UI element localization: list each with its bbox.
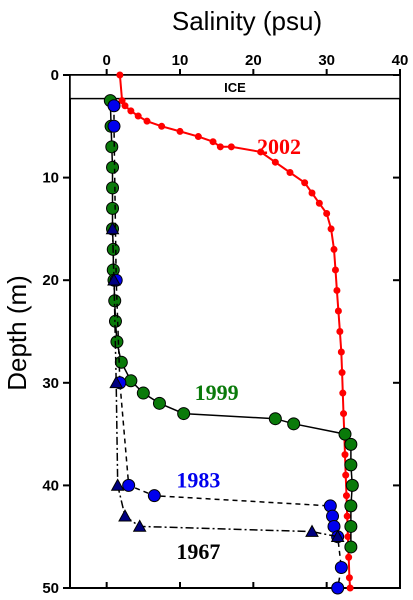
data-point-1967 [109, 375, 124, 389]
data-point-1999 [106, 201, 120, 215]
series-line-1999 [109, 100, 354, 547]
data-point-2002 [334, 307, 342, 315]
data-point-2002 [342, 492, 350, 500]
data-point-1999 [268, 412, 282, 426]
x-tick-label: 40 [392, 52, 409, 69]
data-point-2002 [286, 168, 294, 176]
y-tick-label: 0 [51, 67, 59, 84]
data-point-1999 [345, 478, 359, 492]
data-point-1999 [344, 499, 358, 513]
data-point-1967 [118, 509, 132, 522]
x-tick-label: 0 [102, 52, 110, 69]
data-point-2002 [134, 112, 142, 120]
data-point-1999 [338, 427, 352, 441]
data-point-2002 [342, 471, 350, 479]
data-point-2002 [308, 189, 316, 197]
x-tick-label: 20 [245, 52, 262, 69]
data-point-2002 [194, 133, 202, 141]
data-point-2002 [333, 286, 341, 294]
data-point-1999 [106, 181, 120, 195]
data-point-2002 [330, 245, 338, 253]
data-point-2002 [323, 210, 331, 218]
data-point-1967 [107, 273, 121, 286]
data-point-2002 [345, 574, 353, 582]
series-line-1983 [113, 105, 343, 589]
data-point-1983 [334, 560, 348, 574]
data-point-1999 [344, 458, 358, 472]
data-point-2002 [176, 127, 184, 135]
y-tick-label: 20 [42, 272, 59, 289]
y-tick-label: 10 [42, 170, 59, 187]
data-point-2002 [118, 97, 126, 105]
plot-area: ICE 0 10 20 30 40 0 10 20 30 40 50 2002 1999 1983 1967 [42, 52, 408, 597]
data-point-2002 [116, 71, 124, 79]
data-point-1967 [132, 519, 147, 532]
data-point-2002 [336, 328, 344, 335]
x-tick-label: 10 [172, 52, 189, 69]
data-point-1999 [177, 407, 191, 421]
series-label-2002: 2002 [257, 134, 301, 159]
data-point-1983 [107, 99, 121, 113]
data-point-1999 [124, 374, 138, 388]
data-point-2002 [315, 199, 323, 207]
data-point-1983 [331, 581, 345, 595]
data-point-2002 [338, 369, 346, 377]
data-point-1999 [114, 355, 128, 369]
data-point-1967 [330, 529, 345, 542]
series-label-1983: 1983 [176, 467, 220, 492]
data-point-2002 [301, 179, 309, 187]
series-line-1967 [111, 228, 338, 538]
data-point-2002 [345, 553, 353, 561]
data-point-1967 [110, 478, 125, 491]
series-label-1999: 1999 [195, 380, 239, 405]
data-point-2002 [339, 389, 347, 397]
data-point-2002 [331, 266, 339, 274]
data-point-2002 [227, 143, 235, 151]
data-point-2002 [341, 451, 349, 459]
data-point-2002 [344, 533, 352, 541]
series-line-2002 [118, 74, 352, 589]
data-point-1999 [344, 540, 358, 554]
y-tick-label: 30 [42, 375, 59, 392]
y-tick-label: 50 [42, 580, 59, 597]
y-tick-label: 40 [42, 477, 59, 494]
data-point-1999 [344, 437, 358, 451]
data-point-2002 [257, 148, 265, 156]
data-point-1967 [105, 221, 120, 235]
data-point-2002 [143, 117, 151, 125]
data-point-2002 [209, 138, 217, 146]
data-point-2002 [340, 410, 348, 418]
data-point-1999 [110, 335, 124, 349]
data-point-2002 [158, 122, 166, 130]
data-point-1967 [305, 524, 319, 537]
ice-label: ICE [224, 80, 246, 95]
data-point-2002 [271, 158, 279, 166]
data-point-1999 [105, 140, 119, 154]
data-point-1983 [147, 489, 161, 503]
data-point-1999 [152, 396, 166, 410]
data-point-1983 [107, 119, 121, 133]
data-point-2002 [121, 102, 129, 110]
x-axis-title: Salinity (psu) [172, 6, 322, 36]
data-point-1999 [106, 160, 120, 174]
data-point-2002 [337, 348, 345, 356]
data-point-1999 [344, 519, 358, 533]
x-tick-label: 30 [318, 52, 335, 69]
data-point-2002 [346, 584, 354, 592]
series-label-1967: 1967 [176, 539, 220, 564]
data-point-1999 [136, 386, 150, 400]
data-point-2002 [343, 512, 351, 520]
data-point-2002 [216, 143, 224, 151]
data-point-1983 [122, 478, 136, 492]
ice-band [69, 74, 401, 100]
data-point-2002 [327, 225, 335, 233]
data-point-1999 [287, 417, 301, 431]
data-point-2002 [127, 107, 135, 115]
y-axis-title: Depth (m) [2, 275, 32, 391]
